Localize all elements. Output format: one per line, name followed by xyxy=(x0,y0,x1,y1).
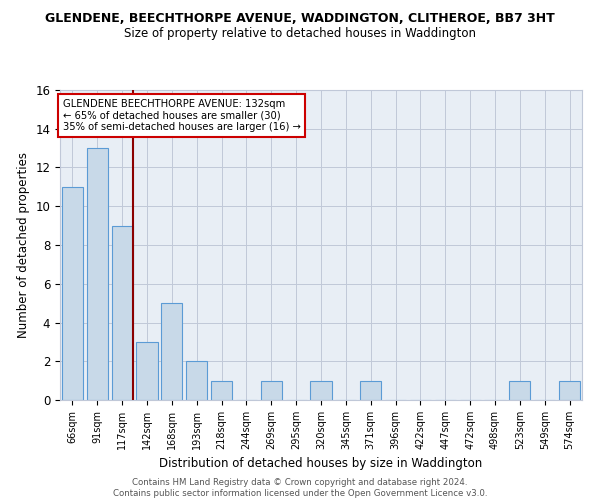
Bar xyxy=(161,303,182,400)
X-axis label: Distribution of detached houses by size in Waddington: Distribution of detached houses by size … xyxy=(160,458,482,470)
Bar xyxy=(261,380,282,400)
Bar xyxy=(211,380,232,400)
Text: Contains HM Land Registry data © Crown copyright and database right 2024.
Contai: Contains HM Land Registry data © Crown c… xyxy=(113,478,487,498)
Bar xyxy=(62,187,83,400)
Bar xyxy=(559,380,580,400)
Bar xyxy=(310,380,332,400)
Bar xyxy=(136,342,158,400)
Bar xyxy=(186,361,207,400)
Bar xyxy=(360,380,381,400)
Y-axis label: Number of detached properties: Number of detached properties xyxy=(17,152,30,338)
Bar xyxy=(87,148,108,400)
Text: GLENDENE, BEECHTHORPE AVENUE, WADDINGTON, CLITHEROE, BB7 3HT: GLENDENE, BEECHTHORPE AVENUE, WADDINGTON… xyxy=(45,12,555,26)
Bar xyxy=(509,380,530,400)
Text: Size of property relative to detached houses in Waddington: Size of property relative to detached ho… xyxy=(124,28,476,40)
Text: GLENDENE BEECHTHORPE AVENUE: 132sqm
← 65% of detached houses are smaller (30)
35: GLENDENE BEECHTHORPE AVENUE: 132sqm ← 65… xyxy=(62,100,301,132)
Bar xyxy=(112,226,133,400)
